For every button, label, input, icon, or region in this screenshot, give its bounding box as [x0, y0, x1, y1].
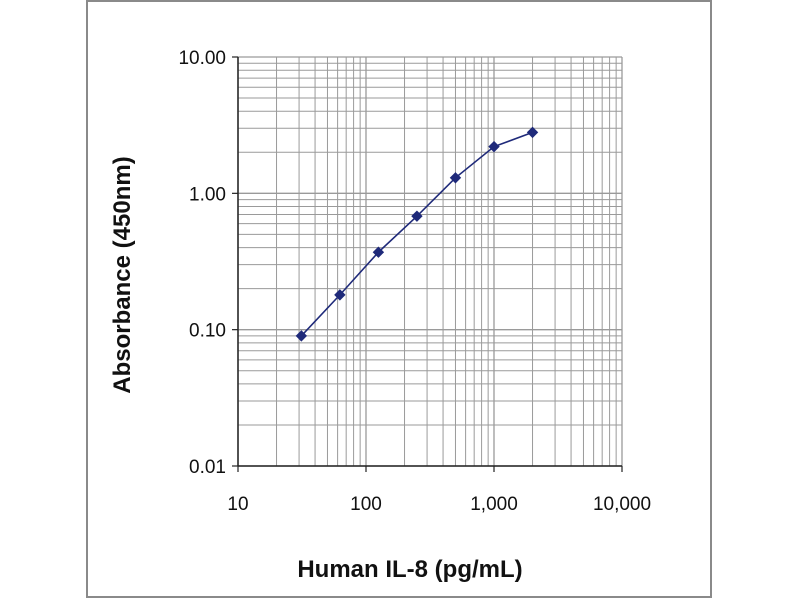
data-point: [526, 126, 539, 139]
y-axis-title: Absorbance (450nm): [109, 156, 136, 393]
x-tick-label: 1,000: [470, 494, 518, 515]
data-point: [334, 289, 346, 301]
y-tick-label: 10.00: [178, 48, 226, 69]
x-tick-label: 10,000: [593, 494, 651, 515]
series: [295, 126, 539, 342]
tick-labels: 10 100 1,000 10,000 0.01 0.10 1.00 10.00: [178, 48, 651, 515]
grid: [237, 56, 623, 467]
x-tick-label: 100: [350, 494, 382, 515]
data-point: [411, 210, 423, 222]
data-point: [488, 140, 500, 153]
x-axis-title: Human IL-8 (pg/mL): [297, 556, 522, 583]
y-tick-label: 0.10: [189, 321, 226, 342]
data-point: [449, 172, 462, 184]
data-point: [372, 246, 385, 258]
y-tick-label: 0.01: [189, 457, 226, 478]
axes: [232, 56, 623, 472]
chart-frame: [86, 0, 712, 598]
x-tick-label: 10: [227, 494, 248, 515]
data-point: [295, 330, 308, 342]
y-tick-label: 1.00: [189, 184, 226, 205]
